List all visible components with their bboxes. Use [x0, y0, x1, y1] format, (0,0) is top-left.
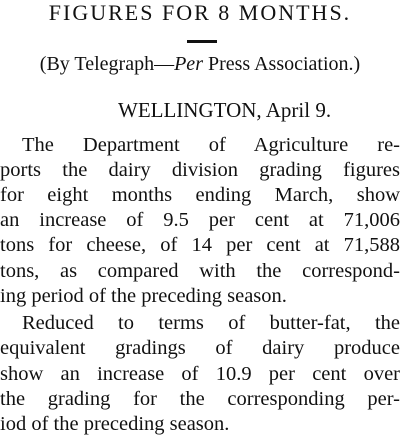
byline-close: Press Association.) [202, 53, 361, 75]
byline-open: (By Telegraph— [39, 53, 175, 75]
dateline: WELLINGTON, April 9. [118, 98, 332, 122]
paragraph-1-line-7: ing period of the preceding season. [0, 285, 287, 307]
paragraph-1-line-6: tons, as compared with the correspond- [0, 260, 400, 282]
paragraph-2-line-1: Reduced to terms of butter-fat, the [22, 312, 400, 334]
byline-italic: Per [174, 53, 203, 75]
paragraph-2-line-5: iod of the preceding season. [0, 413, 230, 435]
paragraph-1-line-1: The Department of Agriculture re- [22, 134, 400, 156]
paragraph-2-line-4: the grading for the corresponding per- [0, 388, 400, 410]
paragraph-1-line-2: ports the dairy division grading figures [0, 159, 400, 181]
paragraph-1-line-3: for eight months ending March, show [0, 184, 400, 206]
paragraph-2-line-3: show an increase of 10.9 per cent over [0, 363, 400, 385]
paragraph-1-line-5: tons for cheese, of 14 per cent at 71,58… [0, 234, 400, 256]
byline: (By Telegraph—Per Press Association.) [0, 51, 400, 77]
headline: FIGURES FOR 8 MONTHS. [48, 0, 352, 25]
paragraph-1-line-4: an increase of 9.5 per cent at 71,006 [0, 209, 400, 231]
divider-rule [187, 40, 217, 43]
paragraph-2-line-2: equivalent gradings of dairy produce [0, 337, 400, 359]
